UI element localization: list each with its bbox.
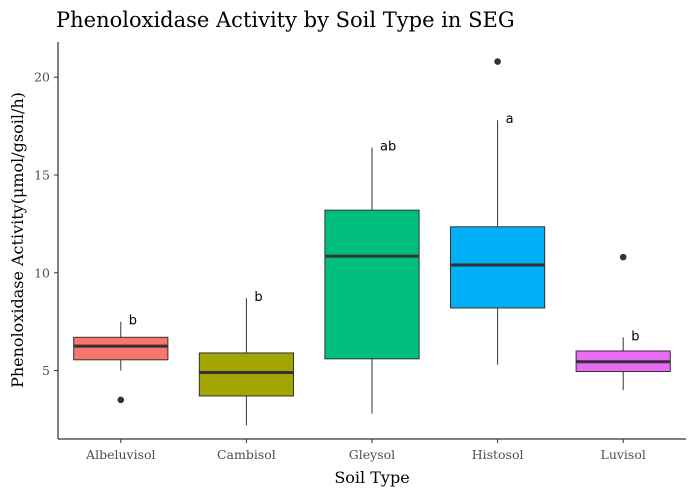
chart-title: Phenoloxidase Activity by Soil Type in S… bbox=[56, 8, 515, 32]
y-tick-label: 10 bbox=[34, 265, 50, 280]
significance-letter: b bbox=[129, 314, 137, 329]
y-axis-title: Phenoloxidase Activity(μmol/gsoil/h) bbox=[8, 92, 27, 388]
significance-letter: b bbox=[631, 329, 639, 344]
y-tick-label: 15 bbox=[34, 167, 50, 182]
box-iqr bbox=[198, 352, 294, 397]
x-tick-label: Cambisol bbox=[217, 447, 276, 462]
x-tick-label: Albeluvisol bbox=[85, 447, 155, 462]
x-axis-ticks: Albeluvisol Cambisol Gleysol Histosol Luviso… bbox=[85, 439, 646, 462]
box-luvisol: b bbox=[575, 253, 671, 391]
box-iqr bbox=[324, 209, 420, 360]
x-tick-label: Gleysol bbox=[349, 447, 395, 462]
box-iqr bbox=[450, 226, 546, 309]
x-tick-label: Histosol bbox=[472, 447, 524, 462]
outlier-point bbox=[117, 396, 125, 404]
box-albeluvisol: b bbox=[73, 314, 169, 404]
box-iqr bbox=[73, 336, 169, 361]
significance-letter: a bbox=[506, 112, 514, 127]
box-histosol: a bbox=[450, 58, 546, 365]
significance-letter: b bbox=[254, 290, 262, 305]
box-gleysol: ab bbox=[324, 140, 420, 414]
box-cambisol: b bbox=[198, 290, 294, 426]
x-tick-label: Luvisol bbox=[601, 447, 646, 462]
y-tick-label: 5 bbox=[42, 363, 50, 378]
outlier-point bbox=[494, 58, 501, 65]
y-tick-label: 20 bbox=[34, 70, 50, 85]
y-axis-ticks: 5 10 15 20 bbox=[34, 70, 58, 378]
x-axis-title: Soil Type bbox=[334, 468, 409, 487]
outlier-point bbox=[619, 253, 627, 261]
significance-letter: ab bbox=[380, 140, 396, 155]
